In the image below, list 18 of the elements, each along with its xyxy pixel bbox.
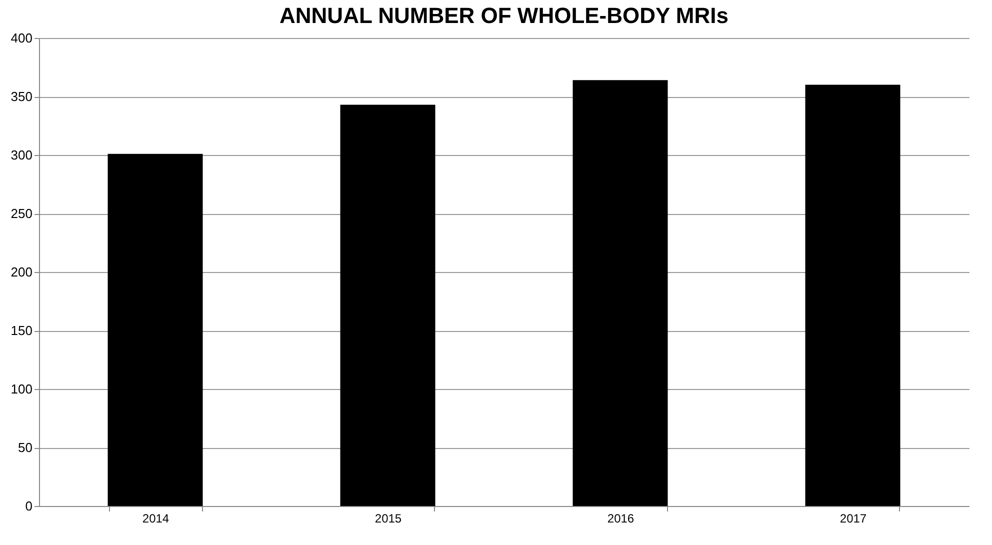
bar — [108, 154, 203, 506]
x-tick-label: 2017 — [840, 512, 867, 526]
x-tick-label: 2016 — [607, 512, 634, 526]
y-tick-label: 0 — [25, 498, 32, 514]
y-tick-label: 400 — [10, 30, 32, 46]
chart-title: ANNUAL NUMBER OF WHOLE-BODY MRIs — [280, 3, 728, 28]
bar — [340, 104, 436, 506]
bar — [572, 80, 668, 506]
y-tick-label: 200 — [10, 264, 32, 280]
y-tick-label: 350 — [10, 89, 32, 104]
y-tick-label: 250 — [10, 206, 32, 221]
y-tick-label: 150 — [10, 323, 32, 338]
bar — [805, 84, 900, 506]
x-tick-label: 2014 — [142, 512, 170, 526]
y-tick-label: 300 — [10, 148, 32, 162]
x-tick-label: 2015 — [374, 512, 402, 526]
y-tick-label: 50 — [18, 440, 32, 455]
y-tick-label: 100 — [10, 382, 32, 396]
